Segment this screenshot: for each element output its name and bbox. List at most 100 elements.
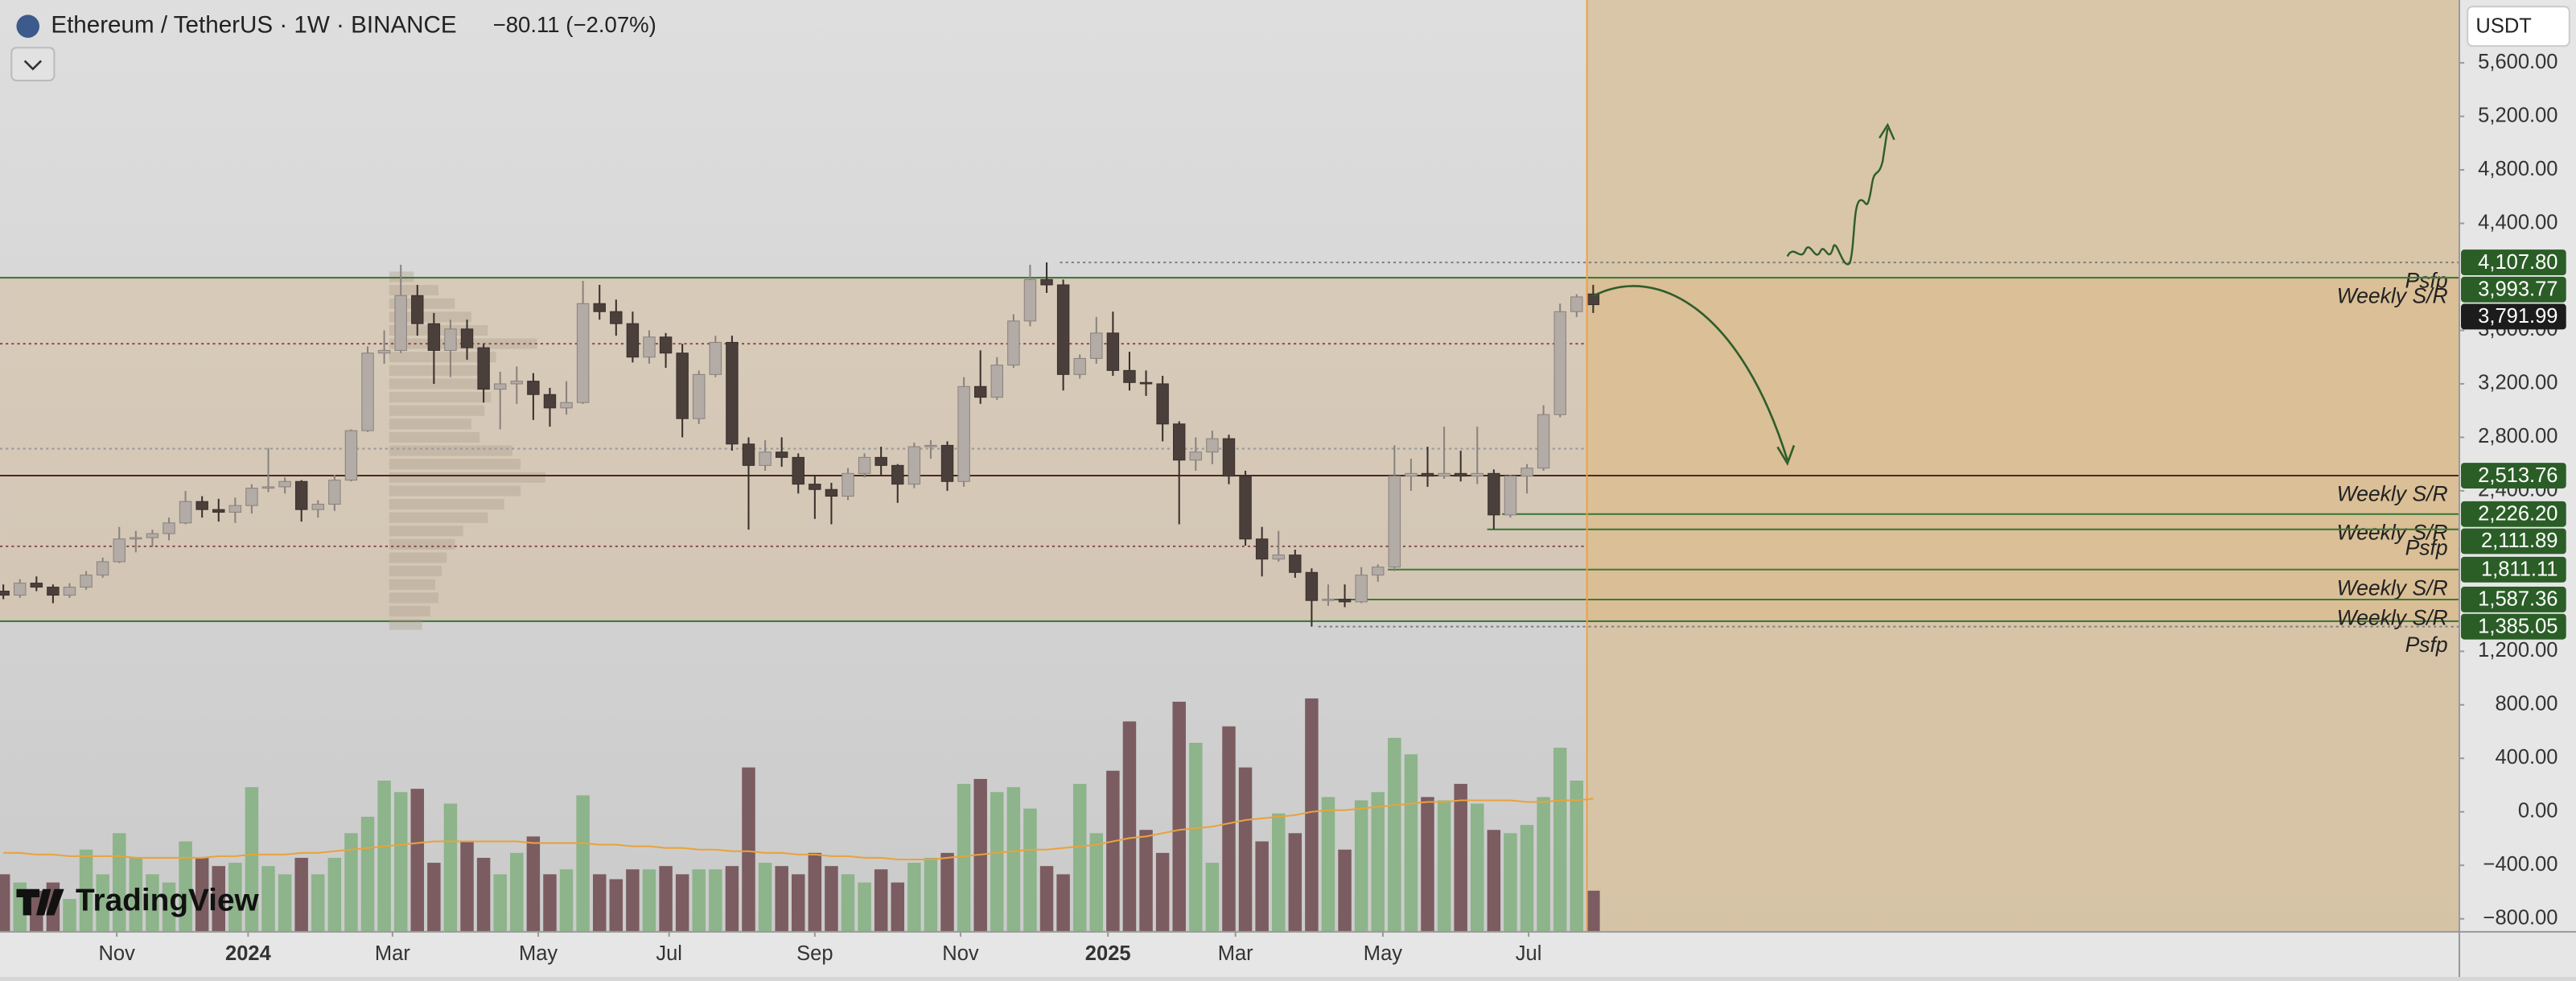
volume-bar xyxy=(1255,841,1269,932)
price-label: 2,513.76 xyxy=(2478,464,2557,487)
price-label-box xyxy=(2461,463,2566,488)
x-tick-label: Nov xyxy=(942,942,979,965)
volume-bar xyxy=(659,866,673,932)
volume-bar xyxy=(113,833,126,932)
volume-profile-bar xyxy=(389,392,492,403)
candle-body xyxy=(825,488,838,497)
price-label-box xyxy=(2461,276,2566,303)
candle-body xyxy=(1189,451,1203,461)
candle-body xyxy=(460,328,474,348)
candle-body xyxy=(328,480,341,505)
volume-bar xyxy=(1338,849,1352,932)
level-note: Weekly S/R xyxy=(2337,520,2448,544)
symbol-icon[interactable] xyxy=(16,14,40,38)
price-label-box xyxy=(2461,303,2566,330)
volume-bar xyxy=(1139,830,1153,932)
candle-body xyxy=(261,486,275,489)
price-label-box xyxy=(2461,528,2566,554)
projection-arrow-up xyxy=(1786,128,1889,266)
volume-bar xyxy=(559,869,574,932)
price-label-box xyxy=(2461,501,2566,527)
level-note: Psfp xyxy=(2405,633,2448,657)
volume-bar xyxy=(311,874,325,932)
candle-body xyxy=(1073,357,1086,375)
volume-bar xyxy=(278,874,292,932)
volume-bar xyxy=(79,849,93,932)
candle-body xyxy=(626,323,640,358)
y-tick-label: 4,800.00 xyxy=(2478,158,2557,180)
price-label: 1,385.05 xyxy=(2478,615,2557,637)
volume-bar xyxy=(476,857,491,932)
candle-body xyxy=(957,385,970,482)
price-label: 2,226.20 xyxy=(2478,503,2557,526)
volume-bar xyxy=(344,833,358,932)
volume-bar xyxy=(1471,803,1484,932)
volume-ma-line xyxy=(3,798,1594,861)
currency-button[interactable] xyxy=(2467,6,2570,47)
volume-bar xyxy=(957,784,971,932)
x-tick-label: Sep xyxy=(796,942,833,965)
candle-body xyxy=(1106,332,1120,371)
volume-profile-bar xyxy=(389,445,512,456)
candle-body xyxy=(1206,438,1219,453)
candle-body xyxy=(63,587,76,596)
candle-body xyxy=(228,505,242,513)
volume-bar xyxy=(195,857,209,932)
volume-bar xyxy=(63,899,76,932)
candle-body xyxy=(1438,472,1451,477)
volume-profile-bar xyxy=(389,431,480,443)
candle-body xyxy=(1156,383,1169,425)
candle-body xyxy=(709,341,722,375)
volume-bar xyxy=(841,874,855,932)
volume-bar xyxy=(808,852,822,932)
candle-body xyxy=(1520,468,1533,477)
volume-bar xyxy=(1205,863,1220,932)
candle-body xyxy=(179,501,192,524)
level-note: Psfp xyxy=(2405,269,2448,293)
volume-bar xyxy=(709,869,722,932)
candle-body xyxy=(1173,423,1186,461)
price-label-box xyxy=(2461,249,2566,276)
candle-body xyxy=(891,464,904,485)
volume-bar xyxy=(609,879,623,932)
volume-bar xyxy=(360,816,375,932)
candle-body xyxy=(874,456,887,466)
volume-profile-bar xyxy=(389,605,430,617)
volume-bar xyxy=(427,863,441,932)
candle-body xyxy=(1255,538,1269,560)
volume-bar xyxy=(261,866,275,932)
price-label: 1,587.36 xyxy=(2478,588,2557,611)
volume-bar xyxy=(393,792,408,932)
candle-body xyxy=(1305,571,1319,601)
volume-profile-bar xyxy=(389,499,504,510)
candle-body xyxy=(245,488,258,506)
volume-bar xyxy=(1570,780,1584,932)
volume-bar xyxy=(940,852,954,932)
candle-body xyxy=(1405,472,1418,477)
candle-body xyxy=(809,484,821,490)
candle-body xyxy=(1322,599,1335,601)
volume-bar xyxy=(725,866,739,932)
candle-body xyxy=(80,575,93,588)
candle-body xyxy=(1338,599,1352,603)
price-label: 1,811.11 xyxy=(2481,559,2558,581)
candle-body xyxy=(1421,472,1434,477)
candle-body xyxy=(593,303,606,312)
chart-title[interactable]: Ethereum / TetherUS · 1W · BINANCE xyxy=(51,11,456,38)
candle-body xyxy=(924,444,937,447)
candle-body xyxy=(444,328,457,351)
x-tick-label: Mar xyxy=(375,942,410,965)
volume-profile-bar xyxy=(389,311,471,323)
candle-body xyxy=(113,538,126,563)
candle-body xyxy=(294,480,308,510)
candle-body xyxy=(1454,472,1467,477)
candle-body xyxy=(858,456,871,474)
level-note: Weekly S/R xyxy=(2337,482,2448,506)
volume-bar xyxy=(327,857,342,932)
volume-bar xyxy=(1056,874,1070,932)
volume-bar xyxy=(1089,833,1104,932)
price-label: 3,993.77 xyxy=(2478,278,2557,301)
currency-label[interactable]: USDT xyxy=(2475,14,2531,37)
collapse-button[interactable] xyxy=(10,47,56,82)
volume-bar xyxy=(0,874,10,932)
